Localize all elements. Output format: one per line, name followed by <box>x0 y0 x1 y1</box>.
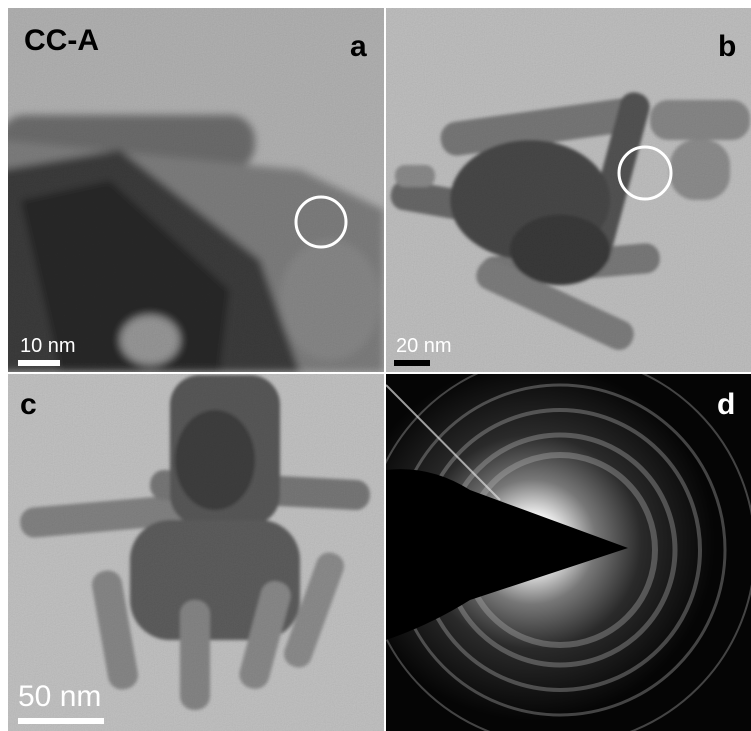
panel-a: CC-A a 10 nm <box>0 8 384 372</box>
panel-label: d <box>717 388 735 421</box>
panel-label: b <box>718 30 736 63</box>
scale-bar-label: 10 nm <box>20 335 76 357</box>
scale-bar-label: 20 nm <box>396 335 452 357</box>
panel-label: c <box>20 388 37 421</box>
scale-bar <box>18 718 104 724</box>
scale-bar <box>18 360 60 366</box>
panel-c: c 50 nm <box>8 374 384 731</box>
sample-label: CC-A <box>24 24 99 57</box>
scale-bar-label: 50 nm <box>18 680 101 713</box>
scale-bar <box>394 360 430 366</box>
panel-d: d <box>365 355 751 731</box>
panel-b: b 20 nm <box>386 8 751 372</box>
panel-label: a <box>350 30 367 63</box>
figure: CC-A a 10 nm b 20 nm <box>0 0 751 731</box>
